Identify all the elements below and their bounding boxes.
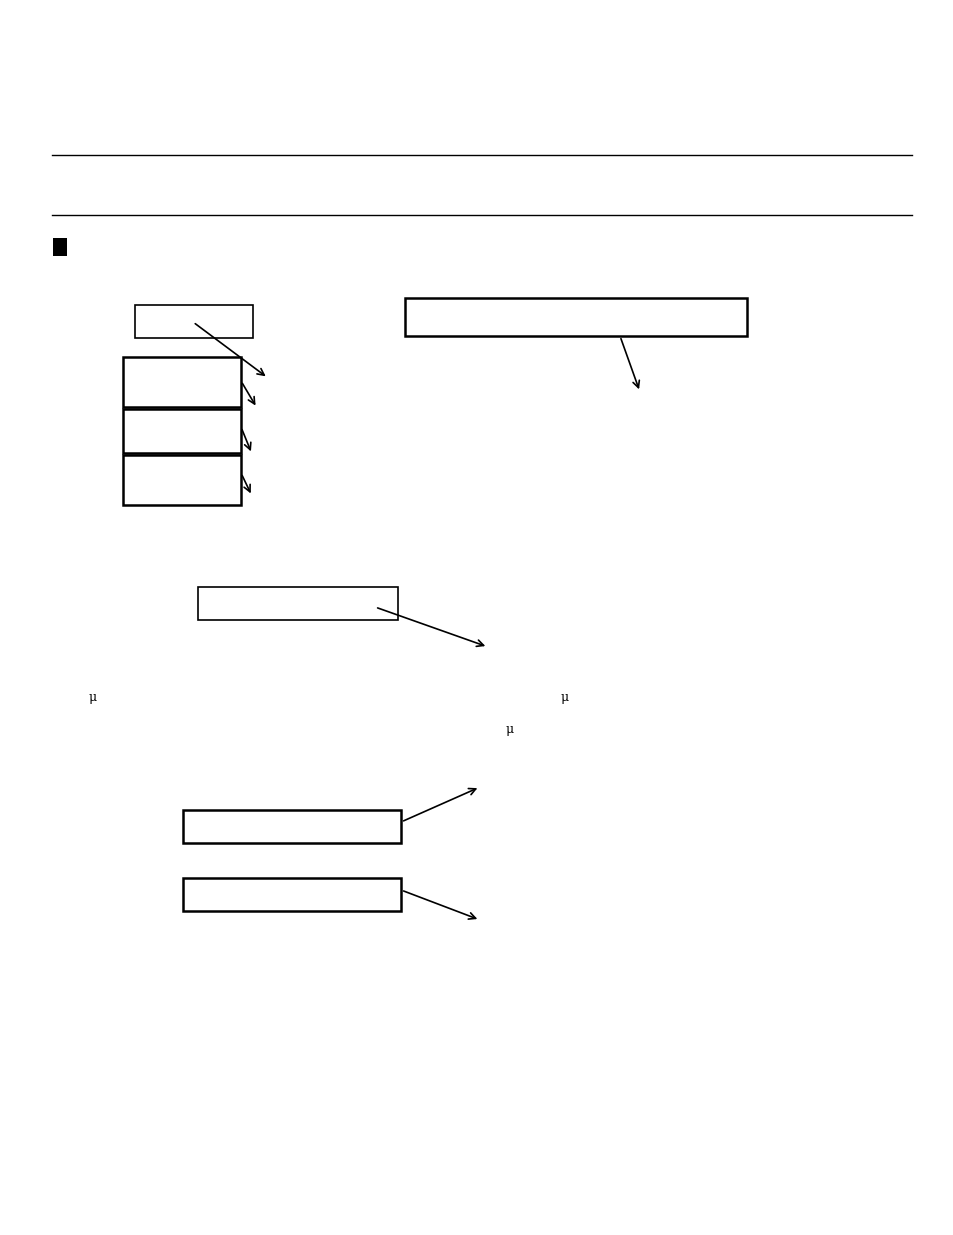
Bar bbox=[183, 810, 400, 844]
Bar bbox=[123, 409, 241, 453]
Text: μ: μ bbox=[560, 692, 569, 704]
Text: μ: μ bbox=[89, 692, 97, 704]
Bar bbox=[405, 298, 746, 336]
Text: μ: μ bbox=[505, 724, 514, 736]
Bar bbox=[53, 238, 67, 256]
Bar bbox=[123, 454, 241, 505]
Bar bbox=[135, 305, 253, 338]
Bar bbox=[183, 878, 400, 911]
Bar bbox=[123, 357, 241, 408]
Bar bbox=[198, 587, 397, 620]
